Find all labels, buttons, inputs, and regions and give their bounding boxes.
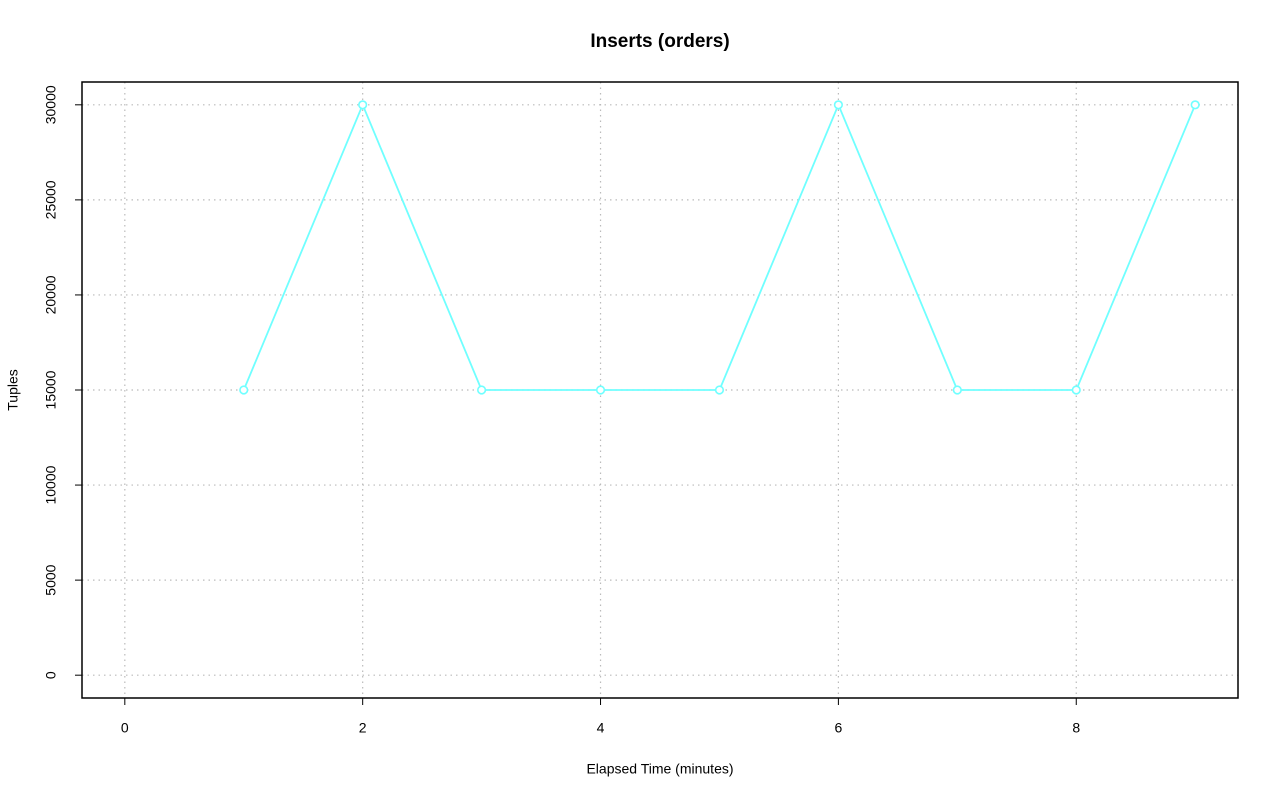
data-point bbox=[358, 100, 368, 110]
x-tick-label: 0 bbox=[121, 720, 129, 736]
y-tick-label: 20000 bbox=[43, 275, 59, 314]
y-tick-label: 10000 bbox=[43, 465, 59, 504]
y-tick-label: 30000 bbox=[43, 85, 59, 124]
data-point bbox=[239, 385, 249, 395]
y-tick-label: 0 bbox=[43, 671, 59, 679]
y-tick-label: 25000 bbox=[43, 180, 59, 219]
x-axis-title: Elapsed Time (minutes) bbox=[586, 761, 733, 777]
x-tick-label: 2 bbox=[359, 720, 367, 736]
y-tick-label: 5000 bbox=[43, 564, 59, 595]
data-point bbox=[952, 385, 962, 395]
y-tick-label: 15000 bbox=[43, 370, 59, 409]
y-axis-title: Tuples bbox=[5, 369, 21, 411]
data-point bbox=[833, 100, 843, 110]
x-tick-label: 4 bbox=[597, 720, 605, 736]
x-tick-label: 6 bbox=[834, 720, 842, 736]
data-point bbox=[595, 385, 606, 395]
x-tick-label: 8 bbox=[1072, 720, 1080, 736]
chart-title: Inserts (orders) bbox=[590, 31, 729, 52]
series-line bbox=[242, 102, 1197, 391]
plot-frame bbox=[81, 81, 1239, 699]
data-point bbox=[477, 385, 487, 395]
data-point bbox=[714, 385, 725, 395]
data-point bbox=[1190, 100, 1200, 110]
data-point bbox=[1071, 385, 1081, 395]
